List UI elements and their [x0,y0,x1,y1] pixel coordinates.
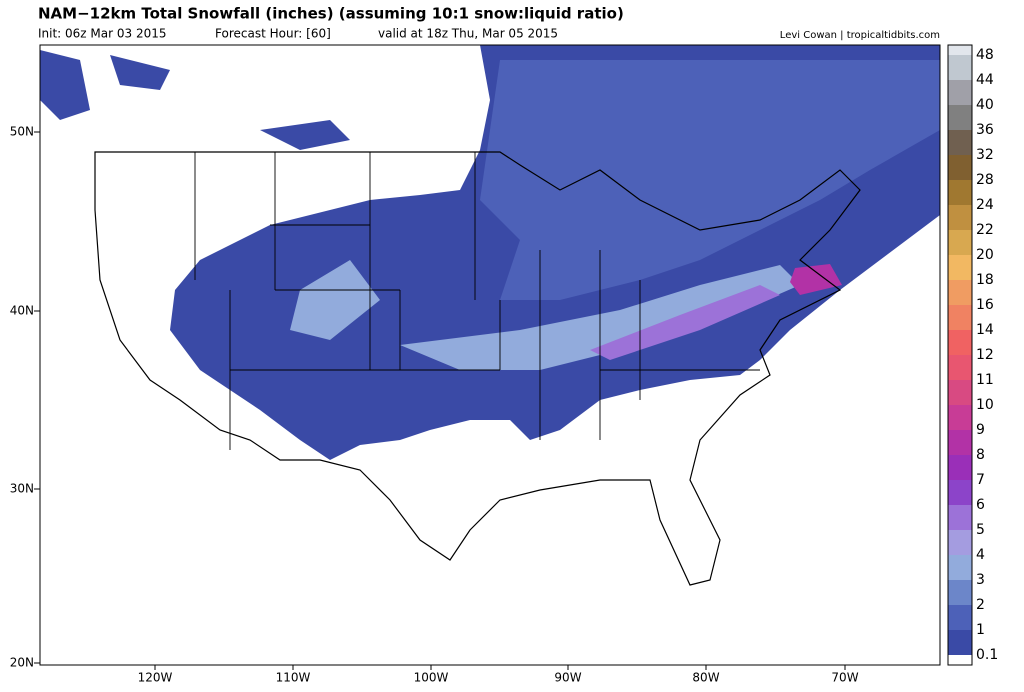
colorbar-segment [948,130,972,155]
colorbar-label: 3 [976,572,985,588]
colorbar-segment [948,205,972,230]
colorbar-segment [948,655,972,665]
colorbar-label: 44 [976,72,994,88]
colorbar-label: 6 [976,497,985,513]
lon-label: 120W [138,671,173,685]
colorbar-label: 2 [976,597,985,613]
colorbar-segment [948,230,972,255]
colorbar-segment [948,45,972,55]
colorbar-label: 11 [976,372,994,388]
colorbar-segment [948,505,972,530]
snow-region [40,50,350,150]
lat-label: 30N [10,482,34,496]
colorbar-segment [948,155,972,180]
snow-band [590,285,780,360]
colorbar-segment [948,630,972,655]
lon-label: 90W [554,671,581,685]
title: NAM−12km Total Snowfall (inches) (assumi… [38,5,624,23]
us-outline [94,151,861,586]
colorbar-segment [948,530,972,555]
valid-time: valid at 18z Thu, Mar 05 2015 [378,27,558,41]
colorbar-segment [948,305,972,330]
colorbar-segment [948,255,972,280]
credit: Levi Cowan | tropicaltidbits.com [780,30,940,41]
colorbar: 0.11234567891011121416182022242832364044… [947,44,998,666]
colorbar-label: 4 [976,547,985,563]
colorbar-segment [948,455,972,480]
colorbar-segment [948,405,972,430]
lon-label: 110W [276,671,311,685]
colorbar-segment [948,555,972,580]
colorbar-label: 12 [976,347,994,363]
map [39,44,941,666]
init: Init: 06z Mar 03 2015 [38,27,167,41]
colorbar-segment [948,180,972,205]
lat-label: 40N [10,304,34,318]
colorbar-frame [947,44,973,666]
colorbar-segment [948,430,972,455]
snow-max [790,264,842,295]
lat-label: 20N [10,656,34,670]
lon-label: 100W [414,671,449,685]
colorbar-label: 7 [976,472,985,488]
colorbar-segment [948,605,972,630]
colorbar-label: 24 [976,197,994,213]
colorbar-label: 20 [976,247,994,263]
colorbar-label: 10 [976,397,994,413]
colorbar-label: 5 [976,522,985,538]
axes: 50N 40N 30N 20N 120W 110W 100W 90W 80W 70W [10,125,859,685]
colorbar-label: 16 [976,297,994,313]
colorbar-segment [948,330,972,355]
colorbar-segment [948,480,972,505]
map-frame [39,44,941,666]
colorbar-label: 8 [976,447,985,463]
colorbar-segment [948,80,972,105]
colorbar-segment [948,380,972,405]
colorbar-label: 40 [976,97,994,113]
colorbar-label: 48 [976,47,994,63]
colorbar-label: 18 [976,272,994,288]
colorbar-label: 1 [976,622,985,638]
colorbar-segment [948,355,972,380]
colorbar-segment [948,55,972,80]
colorbar-segment [948,105,972,130]
colorbar-label: 36 [976,122,994,138]
colorbar-segment [948,580,972,605]
colorbar-label: 14 [976,322,994,338]
colorbar-segment [948,280,972,305]
colorbar-label: 9 [976,422,985,438]
state-lines [194,152,760,450]
colorbar-label: 28 [976,172,994,188]
lon-label: 80W [692,671,719,685]
colorbar-label: 32 [976,147,994,163]
colorbar-label: 0.1 [976,647,998,663]
colorbar-label: 22 [976,222,994,238]
forecast-hour: Forecast Hour: [60] [215,27,331,41]
lat-label: 50N [10,125,34,139]
snow-region [480,60,940,300]
lon-label: 70W [831,671,858,685]
